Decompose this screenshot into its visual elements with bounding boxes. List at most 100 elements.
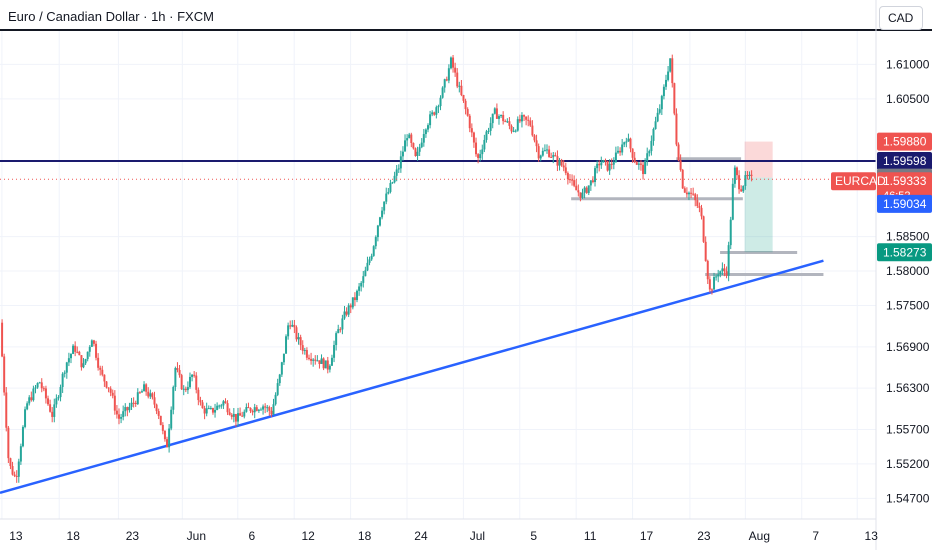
candle-body [30, 397, 33, 401]
candle-body [462, 95, 465, 101]
candle-body [735, 167, 738, 176]
candle-body [727, 245, 730, 276]
time-tick-label: 24 [414, 529, 428, 543]
price-label-box [877, 151, 932, 170]
candle-body [78, 351, 81, 356]
candle-body [424, 129, 427, 135]
candle-body [316, 360, 319, 362]
candle-body [228, 412, 231, 415]
candle-body [186, 387, 189, 391]
candle-body [312, 359, 315, 361]
candle-body [7, 427, 10, 459]
price-axis[interactable]: 1.61000 1.60500 1.58500 1.58000 1.57500 1.569… [875, 0, 930, 550]
candle-body [36, 383, 39, 388]
candle-body [610, 163, 613, 165]
candle-body [616, 150, 619, 153]
candle-body [310, 358, 313, 361]
candle-body [157, 411, 160, 416]
candle-body [381, 210, 384, 218]
candle-body [614, 152, 617, 163]
candle-body [293, 324, 296, 328]
candle-body [719, 271, 722, 275]
candle-body [568, 179, 571, 181]
candle-body [170, 409, 173, 429]
grey-levels [571, 157, 824, 276]
candle-body [226, 403, 229, 413]
candle-body [134, 402, 137, 405]
trendline-segment [0, 259, 824, 495]
candle-body [351, 297, 354, 308]
candle-body [639, 163, 642, 165]
candle-body [372, 246, 375, 256]
candle-body [61, 373, 64, 388]
candle-body [625, 141, 628, 143]
candle-body [274, 394, 277, 405]
candle-body [320, 358, 323, 364]
candle-body [389, 183, 392, 192]
price-tick-label: 1.54700 [886, 491, 930, 505]
candle-body [564, 167, 567, 174]
time-axis[interactable]: 13 18 23 Jun 6 12 18 24 Jul 5 11 17 23 Aug 7 13 [0, 518, 878, 543]
candle-body [406, 138, 409, 141]
price-label-text: 1.58273 [883, 245, 927, 259]
price-label-text: 1.59880 [883, 135, 927, 149]
candle-body [259, 409, 262, 411]
candle-body [477, 154, 480, 159]
candle-body [408, 134, 411, 139]
candle-body [583, 187, 586, 193]
candle-body [527, 119, 530, 121]
trendline[interactable] [0, 259, 824, 495]
price-label-text: 1.59333 [883, 174, 927, 188]
candle-body [475, 142, 478, 155]
price-tick-label: 1.56300 [886, 381, 930, 395]
candle-body [268, 407, 271, 411]
candle-body [729, 219, 732, 246]
candle-body [635, 162, 638, 165]
candle-body [291, 324, 294, 327]
candle-body [234, 413, 237, 422]
candle-body [132, 402, 135, 404]
currency-button[interactable]: CAD [879, 6, 923, 30]
candle-body [47, 398, 50, 405]
candle-body [107, 387, 110, 389]
candle-body [9, 458, 12, 467]
chart-title: Euro / Canadian Dollar · 1h · FXCM [8, 9, 214, 24]
time-tick-label: 7 [812, 529, 819, 543]
candle-body [604, 160, 607, 162]
time-tick-label: 11 [584, 529, 597, 543]
candle-body [700, 207, 703, 217]
candle-body [395, 169, 398, 176]
candle-body [383, 201, 386, 211]
candle-body [339, 329, 342, 331]
candle-body [245, 407, 248, 412]
price-tick-label: 1.58500 [886, 230, 930, 244]
candle-body [360, 282, 363, 287]
candle-body [571, 179, 574, 181]
candle-body [376, 225, 379, 238]
candle-body [416, 151, 419, 156]
candle-body [145, 384, 148, 392]
candle-body [621, 144, 624, 153]
candle-body [433, 112, 436, 115]
candle-body [746, 175, 749, 177]
candle-body [249, 408, 252, 412]
candle-body [683, 188, 686, 193]
stop-loss-zone [744, 141, 773, 178]
candle-body [537, 146, 540, 159]
take-profit-zone [744, 177, 773, 253]
candle-body [460, 85, 463, 96]
candle-body [673, 83, 676, 114]
candle-body [710, 289, 713, 291]
candle-body [391, 182, 394, 184]
candle-body [216, 405, 219, 410]
candle-body [328, 365, 331, 370]
time-tick-label: Jul [470, 529, 485, 543]
candle-body [297, 337, 300, 340]
short-position-tool[interactable] [744, 141, 773, 253]
candle-body [159, 415, 162, 425]
price-tick-label: 1.57500 [886, 298, 930, 312]
candle-body [241, 415, 244, 417]
price-labels: 1.598801.595981.593571.5933346:521.59034… [831, 132, 932, 262]
